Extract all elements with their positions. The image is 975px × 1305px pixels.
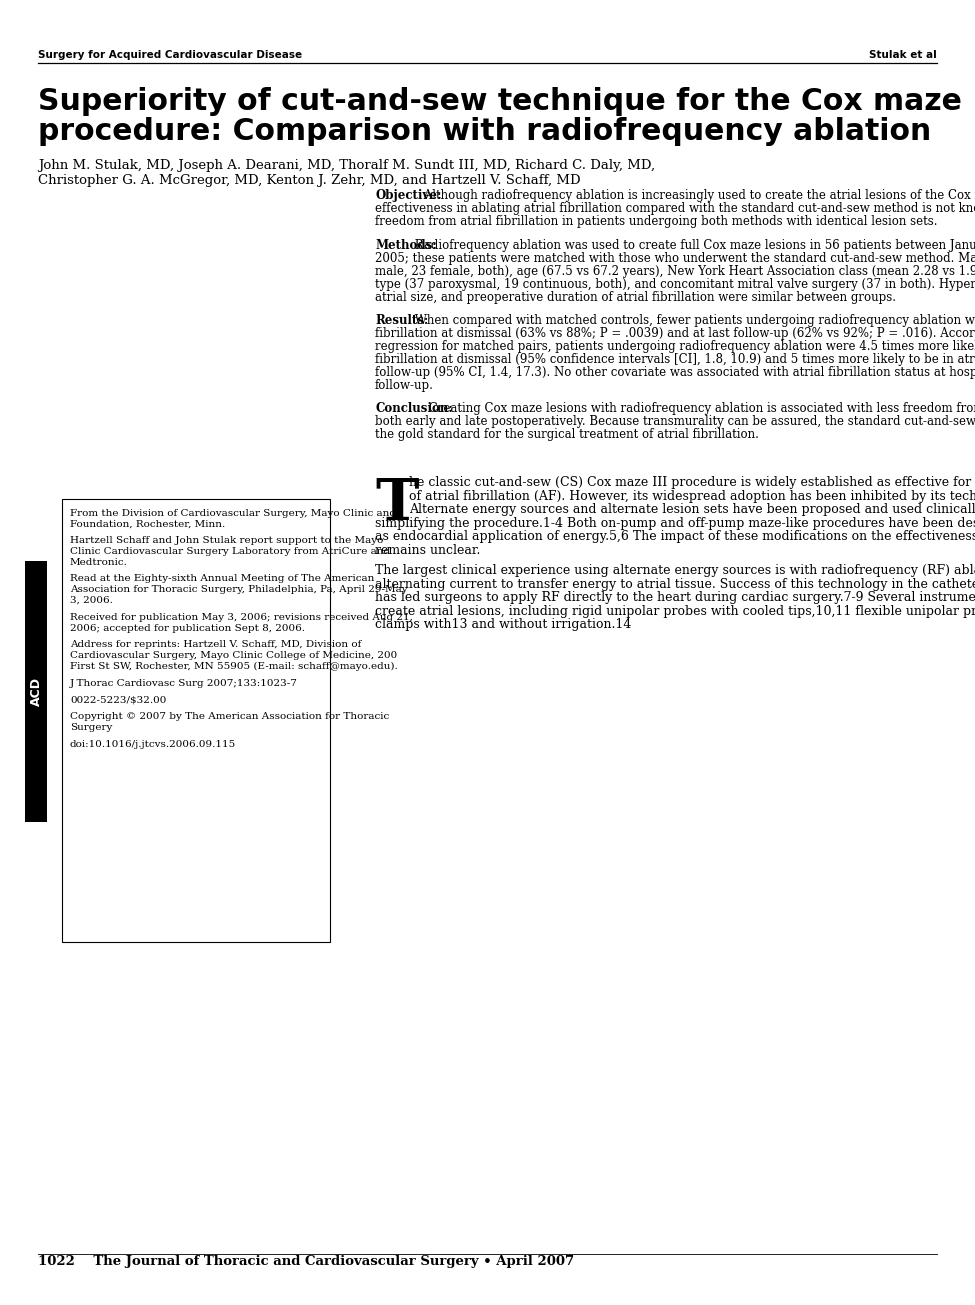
- Text: 2006; accepted for publication Sept 8, 2006.: 2006; accepted for publication Sept 8, 2…: [70, 624, 305, 633]
- Text: Radiofrequency ablation was used to create full Cox maze lesions in 56 patients : Radiofrequency ablation was used to crea…: [411, 239, 975, 252]
- Text: has led surgeons to apply RF directly to the heart during cardiac surgery.7-9 Se: has led surgeons to apply RF directly to…: [375, 591, 975, 604]
- Text: Foundation, Rochester, Minn.: Foundation, Rochester, Minn.: [70, 519, 225, 529]
- Text: the gold standard for the surgical treatment of atrial fibrillation.: the gold standard for the surgical treat…: [375, 428, 759, 441]
- Text: Stulak et al: Stulak et al: [870, 50, 937, 60]
- Text: fibrillation at dismissal (95% confidence intervals [CI], 1.8, 10.9) and 5 times: fibrillation at dismissal (95% confidenc…: [375, 354, 975, 365]
- Text: The largest clinical experience using alternate energy sources is with radiofreq: The largest clinical experience using al…: [375, 564, 975, 577]
- Text: effectiveness in ablating atrial fibrillation compared with the standard cut-and: effectiveness in ablating atrial fibrill…: [375, 202, 975, 215]
- Text: alternating current to transfer energy to atrial tissue. Success of this technol: alternating current to transfer energy t…: [375, 578, 975, 591]
- Text: Conclusion:: Conclusion:: [375, 402, 452, 415]
- Text: 0022-5223/$32.00: 0022-5223/$32.00: [70, 696, 167, 705]
- Text: 1022    The Journal of Thoracic and Cardiovascular Surgery • April 2007: 1022 The Journal of Thoracic and Cardiov…: [38, 1255, 574, 1268]
- Text: follow-up (95% CI, 1.4, 17.3). No other covariate was associated with atrial fib: follow-up (95% CI, 1.4, 17.3). No other …: [375, 365, 975, 378]
- Text: atrial size, and preoperative duration of atrial fibrillation were similar betwe: atrial size, and preoperative duration o…: [375, 291, 896, 304]
- Text: simplifying the procedure.1-4 Both on-pump and off-pump maze-like procedures hav: simplifying the procedure.1-4 Both on-pu…: [375, 517, 975, 530]
- Text: 3, 2006.: 3, 2006.: [70, 596, 113, 606]
- Text: Copyright © 2007 by The American Association for Thoracic: Copyright © 2007 by The American Associa…: [70, 713, 389, 722]
- Text: Cardiovascular Surgery, Mayo Clinic College of Medicine, 200: Cardiovascular Surgery, Mayo Clinic Coll…: [70, 651, 397, 660]
- Text: 2005; these patients were matched with those who underwent the standard cut-and-: 2005; these patients were matched with t…: [375, 252, 975, 265]
- Text: he classic cut-and-sew (CS) Cox maze III procedure is widely established as effe: he classic cut-and-sew (CS) Cox maze III…: [409, 476, 975, 489]
- Text: Hartzell Schaff and John Stulak report support to the Mayo: Hartzell Schaff and John Stulak report s…: [70, 536, 383, 545]
- Text: doi:10.1016/j.jtcvs.2006.09.115: doi:10.1016/j.jtcvs.2006.09.115: [70, 740, 236, 749]
- Text: clamps with13 and without irrigation.14: clamps with13 and without irrigation.14: [375, 619, 632, 632]
- Text: remains unclear.: remains unclear.: [375, 544, 481, 557]
- Text: Superiority of cut-and-sew technique for the Cox maze: Superiority of cut-and-sew technique for…: [38, 87, 962, 116]
- Text: Objective:: Objective:: [375, 189, 442, 202]
- Bar: [62, 499, 330, 942]
- Text: From the Division of Cardiovascular Surgery, Mayo Clinic and: From the Division of Cardiovascular Surg…: [70, 509, 396, 518]
- Text: Surgery: Surgery: [70, 723, 112, 732]
- Text: Clinic Cardiovascular Surgery Laboratory from AtriCure and: Clinic Cardiovascular Surgery Laboratory…: [70, 547, 390, 556]
- Text: First St SW, Rochester, MN 55905 (E-mail: schaff@mayo.edu).: First St SW, Rochester, MN 55905 (E-mail…: [70, 662, 398, 671]
- Text: Read at the Eighty-sixth Annual Meeting of The American: Read at the Eighty-sixth Annual Meeting …: [70, 574, 374, 583]
- Text: Christopher G. A. McGregor, MD, Kenton J. Zehr, MD, and Hartzell V. Schaff, MD: Christopher G. A. McGregor, MD, Kenton J…: [38, 174, 581, 187]
- Text: follow-up.: follow-up.: [375, 378, 434, 392]
- Text: Although radiofrequency ablation is increasingly used to create the atrial lesio: Although radiofrequency ablation is incr…: [420, 189, 975, 202]
- Bar: [25, 561, 47, 822]
- Text: Medtronic.: Medtronic.: [70, 557, 128, 566]
- Text: fibrillation at dismissal (63% vs 88%; P = .0039) and at last follow-up (62% vs : fibrillation at dismissal (63% vs 88%; P…: [375, 328, 975, 341]
- Text: male, 23 female, both), age (67.5 vs 67.2 years), New York Heart Association cla: male, 23 female, both), age (67.5 vs 67.…: [375, 265, 975, 278]
- Text: Methods:: Methods:: [375, 239, 437, 252]
- Text: Surgery for Acquired Cardiovascular Disease: Surgery for Acquired Cardiovascular Dise…: [38, 50, 302, 60]
- Text: Results:: Results:: [375, 315, 428, 328]
- Text: Received for publication May 3, 2006; revisions received Aug 21,: Received for publication May 3, 2006; re…: [70, 613, 412, 621]
- Text: procedure: Comparison with radiofrequency ablation: procedure: Comparison with radiofrequenc…: [38, 117, 931, 146]
- Text: Creating Cox maze lesions with radiofrequency ablation is associated with less f: Creating Cox maze lesions with radiofreq…: [424, 402, 975, 415]
- Text: John M. Stulak, MD, Joseph A. Dearani, MD, Thoralf M. Sundt III, MD, Richard C. : John M. Stulak, MD, Joseph A. Dearani, M…: [38, 159, 655, 172]
- Text: of atrial fibrillation (AF). However, its widespread adoption has been inhibited: of atrial fibrillation (AF). However, it…: [409, 489, 975, 502]
- Text: Association for Thoracic Surgery, Philadelphia, Pa, April 29-May: Association for Thoracic Surgery, Philad…: [70, 585, 408, 594]
- Text: both early and late postoperatively. Because transmurality can be assured, the s: both early and late postoperatively. Bec…: [375, 415, 975, 428]
- Text: ACD: ACD: [29, 677, 43, 706]
- Text: type (37 paroxysmal, 19 continuous, both), and concomitant mitral valve surgery : type (37 paroxysmal, 19 continuous, both…: [375, 278, 975, 291]
- Text: When compared with matched controls, fewer patients undergoing radiofrequency ab: When compared with matched controls, few…: [411, 315, 975, 328]
- Text: as endocardial application of energy.5,6 The impact of these modifications on th: as endocardial application of energy.5,6…: [375, 530, 975, 543]
- Text: create atrial lesions, including rigid unipolar probes with cooled tips,10,11 fl: create atrial lesions, including rigid u…: [375, 604, 975, 617]
- Text: regression for matched pairs, patients undergoing radiofrequency ablation were 4: regression for matched pairs, patients u…: [375, 341, 975, 354]
- Text: Address for reprints: Hartzell V. Schaff, MD, Division of: Address for reprints: Hartzell V. Schaff…: [70, 641, 362, 650]
- Text: freedom from atrial fibrillation in patients undergoing both methods with identi: freedom from atrial fibrillation in pati…: [375, 215, 938, 228]
- Text: Alternate energy sources and alternate lesion sets have been proposed and used c: Alternate energy sources and alternate l…: [409, 504, 975, 517]
- Text: J Thorac Cardiovasc Surg 2007;133:1023-7: J Thorac Cardiovasc Surg 2007;133:1023-7: [70, 679, 298, 688]
- Text: T: T: [375, 476, 418, 532]
